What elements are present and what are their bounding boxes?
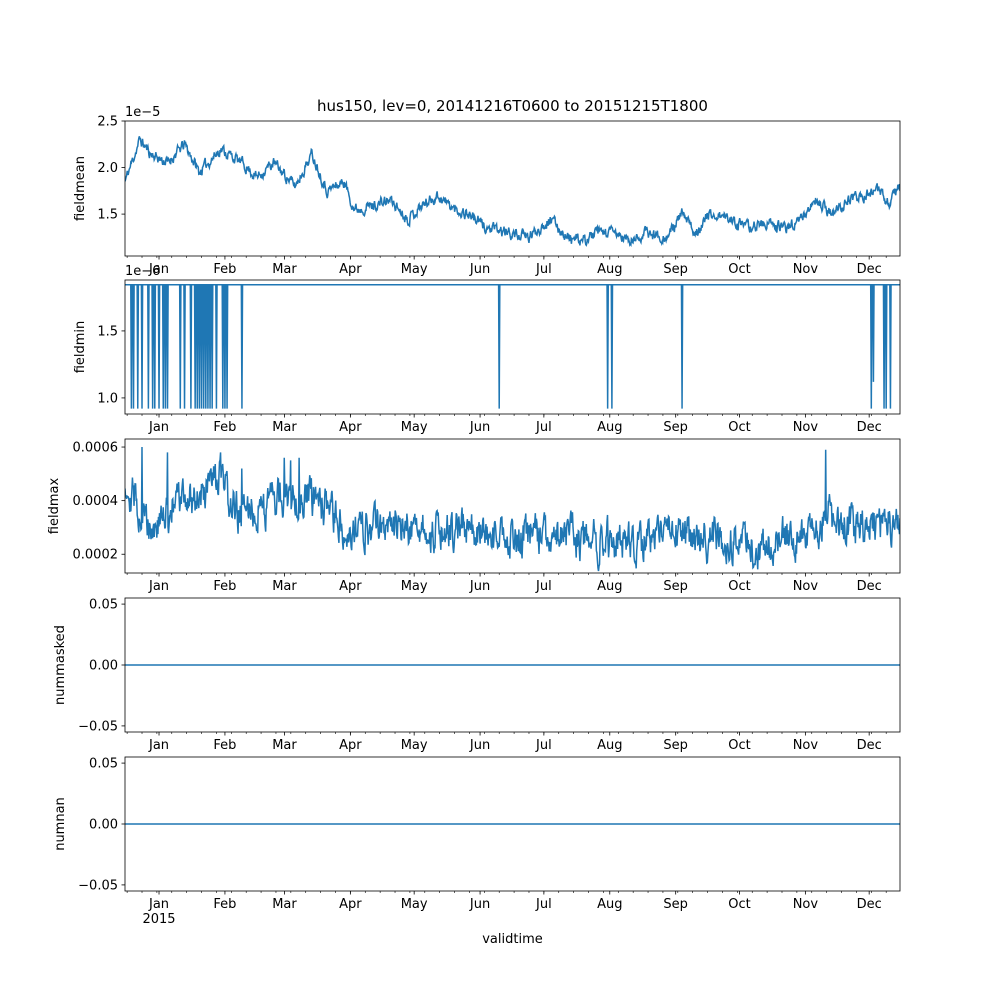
x-tick-label: Oct — [728, 262, 750, 277]
x-tick-label: Jun — [469, 420, 490, 435]
x-tick-label: Jul — [535, 738, 552, 753]
y-tick-label: 1.5 — [97, 208, 118, 223]
x-tick-label: Feb — [213, 738, 236, 753]
x-tick-label: Apr — [339, 579, 362, 594]
x-tick-label: Mar — [272, 897, 297, 912]
y-tick-label: 1.5 — [97, 324, 118, 339]
axes-frame — [124, 279, 901, 415]
x-tick-label: Aug — [597, 420, 622, 435]
x-tick-label: May — [401, 420, 428, 435]
series-line-fieldmin — [125, 283, 900, 409]
y-tick-label: 0.00 — [89, 659, 118, 674]
x-tick-label: Apr — [339, 420, 362, 435]
y-tick-label: 2.5 — [97, 115, 118, 130]
x-tick-label: Aug — [597, 262, 622, 277]
x-tick-label: Dec — [857, 897, 882, 912]
x-tick-label: Oct — [728, 579, 750, 594]
x-tick-label: Oct — [728, 897, 750, 912]
series-line-fieldmean — [125, 136, 900, 248]
panel-fieldmean: 1.5 2.0 2.5 fieldmean 1e−5 Jan Feb Mar Apr May Jun… — [73, 105, 901, 277]
x-tick-label: Dec — [857, 579, 882, 594]
x-tick-label: Feb — [213, 897, 236, 912]
x-tick-label: May — [401, 262, 428, 277]
y-tick-label: 2.0 — [97, 161, 118, 176]
x-tick-label: Jan — [148, 420, 169, 435]
x-tick-label: Jul — [535, 897, 552, 912]
y-axis-label: fieldmin — [73, 321, 88, 374]
x-tick-label: Oct — [728, 738, 750, 753]
x-tick-label: Jun — [469, 579, 490, 594]
panel-fieldmax: 0.0002 0.0004 0.0006 fieldmax Jan Feb Mar Apr Ma… — [47, 438, 901, 594]
x-tick-label: May — [401, 738, 428, 753]
y-tick-label: 0.0006 — [73, 441, 119, 456]
x-tick-label: Jul — [535, 420, 552, 435]
x-tick-label: Apr — [339, 897, 362, 912]
x-tick-label: Aug — [597, 738, 622, 753]
x-tick-label: Mar — [272, 738, 297, 753]
x-tick-label: Sep — [663, 420, 688, 435]
x-year-label: 2015 — [142, 912, 175, 927]
x-tick-label: May — [401, 579, 428, 594]
x-tick-label: Dec — [857, 738, 882, 753]
y-tick-label: 0.05 — [89, 598, 118, 613]
y-tick-label: 0.00 — [89, 818, 118, 833]
x-tick-label: Feb — [213, 579, 236, 594]
x-tick-label: Jan — [148, 897, 169, 912]
x-tick-label: Jan — [148, 579, 169, 594]
x-tick-label: Sep — [663, 579, 688, 594]
x-tick-label: Nov — [793, 579, 819, 594]
y-tick-label: 0.05 — [89, 757, 118, 772]
x-tick-label: Jul — [535, 262, 552, 277]
x-tick-label: Nov — [793, 738, 819, 753]
x-tick-label: Oct — [728, 420, 750, 435]
y-tick-label: 0.0002 — [73, 548, 119, 563]
y-axis-label: numnan — [53, 797, 68, 851]
x-tick-label: Feb — [213, 420, 236, 435]
y-axis-label: nummasked — [53, 625, 68, 705]
axes-frame — [124, 120, 901, 257]
x-tick-label: Aug — [597, 897, 622, 912]
x-tick-label: May — [401, 897, 428, 912]
x-tick-label: Sep — [663, 738, 688, 753]
x-tick-label: Sep — [663, 897, 688, 912]
y-axis-label: fieldmean — [73, 156, 88, 221]
panel-numnan: −0.05 0.00 0.05 numnan Jan Feb Mar Apr May Jun Jul… — [53, 757, 901, 927]
panel-nummasked: −0.05 0.00 0.05 nummasked Jan Feb Mar Apr May Jun… — [53, 598, 901, 753]
y-tick-label: 1.0 — [97, 391, 118, 406]
x-tick-label: Jul — [535, 579, 552, 594]
y-tick-label: −0.05 — [78, 878, 118, 893]
x-tick-label: Nov — [793, 262, 819, 277]
y-offset-text: 1e−5 — [125, 105, 160, 120]
axes-frame — [124, 438, 901, 574]
x-tick-label: Mar — [272, 420, 297, 435]
x-tick-label: Jun — [469, 738, 490, 753]
x-tick-label: Feb — [213, 262, 236, 277]
series-line-fieldmax — [125, 447, 900, 572]
y-tick-label: 0.0004 — [73, 494, 119, 509]
x-tick-label: Sep — [663, 262, 688, 277]
x-tick-label: Nov — [793, 897, 819, 912]
x-tick-label: Jun — [469, 897, 490, 912]
x-tick-label: Jan — [148, 738, 169, 753]
x-tick-label: Nov — [793, 420, 819, 435]
x-tick-label: Aug — [597, 579, 622, 594]
chart-title: hus150, lev=0, 20141216T0600 to 20151215… — [317, 97, 708, 115]
x-tick-label: Mar — [272, 262, 297, 277]
x-tick-label: Jun — [469, 262, 490, 277]
y-tick-label: −0.05 — [78, 719, 118, 734]
y-offset-text: 1e−6 — [125, 264, 160, 279]
x-tick-label: Jan — [148, 262, 169, 277]
x-tick-label: Dec — [857, 420, 882, 435]
x-tick-label: Apr — [339, 738, 362, 753]
x-tick-label: Mar — [272, 579, 297, 594]
x-axis-label: validtime — [482, 932, 543, 947]
x-tick-label: Dec — [857, 262, 882, 277]
x-tick-label: Apr — [339, 262, 362, 277]
y-axis-label: fieldmax — [47, 478, 62, 535]
